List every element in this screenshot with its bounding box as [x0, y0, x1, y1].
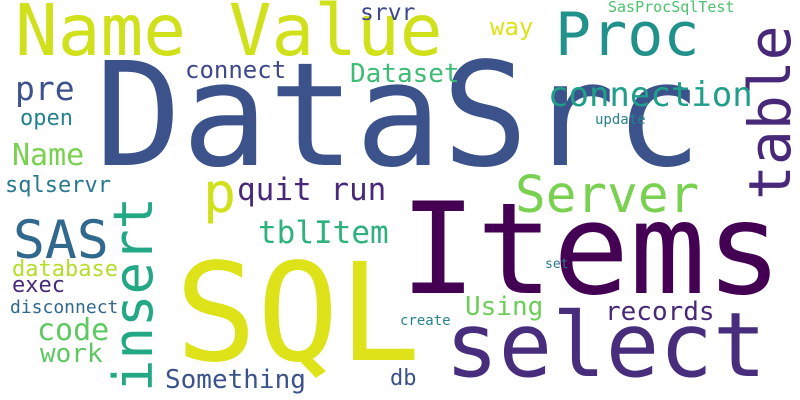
- word: tblItem: [258, 215, 389, 251]
- word: code: [37, 313, 109, 348]
- word: SQL: [175, 235, 421, 393]
- word: Name Value: [15, 0, 442, 72]
- word: records: [605, 297, 715, 327]
- word: Dataset: [350, 59, 460, 89]
- word: open: [20, 106, 73, 131]
- word: SAS: [13, 210, 109, 271]
- word: connect: [185, 56, 286, 84]
- word: insert: [102, 197, 165, 392]
- word: quit run: [237, 172, 386, 208]
- word: db: [390, 366, 417, 391]
- word: set: [545, 257, 568, 272]
- word: table: [736, 25, 800, 200]
- word: DataSrc: [95, 31, 702, 199]
- word: sqlservr: [5, 173, 111, 198]
- word: Using: [465, 292, 543, 322]
- word: Server: [515, 166, 699, 225]
- word: SasProcSqlTest: [608, 0, 734, 16]
- word: select: [445, 293, 767, 397]
- word: database: [12, 257, 118, 282]
- word: Something: [165, 365, 306, 395]
- word: Name: [12, 138, 84, 173]
- word: pre: [15, 69, 75, 108]
- word: update: [595, 112, 646, 128]
- word: p: [203, 161, 236, 225]
- word: work: [40, 339, 103, 369]
- word: srvr: [360, 0, 415, 26]
- word: disconnect: [10, 297, 118, 318]
- word: exec: [12, 273, 65, 298]
- word: way: [490, 13, 533, 41]
- word: create: [400, 313, 451, 329]
- word: Proc: [555, 0, 700, 70]
- word: Items: [400, 175, 782, 323]
- word: connection: [548, 75, 753, 115]
